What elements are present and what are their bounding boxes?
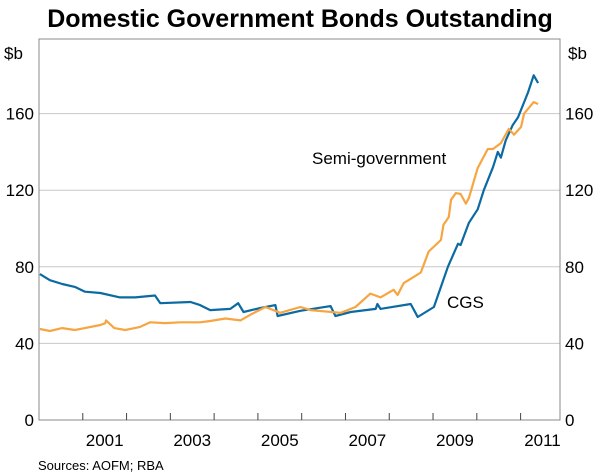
x-tick-label-2001: 2001 — [86, 431, 124, 450]
y-tick-label-right-160: 160 — [565, 105, 593, 124]
x-tick-label-2011: 2011 — [524, 431, 561, 450]
y-tick-label-right-120: 120 — [565, 181, 593, 200]
y-tick-label-left-160: 160 — [6, 105, 34, 124]
y-tick-label-right-0: 0 — [565, 411, 574, 430]
x-tick-label-2007: 2007 — [348, 431, 386, 450]
y-axis-label-left: $b — [4, 44, 23, 63]
y-axis-label-right: $b — [568, 44, 587, 63]
series-line-semi — [39, 101, 539, 333]
gridlines — [39, 113, 560, 344]
y-tick-label-right-80: 80 — [565, 258, 584, 277]
x-tick-label-2009: 2009 — [436, 431, 474, 450]
y-tick-label-right-40: 40 — [565, 334, 584, 353]
y-tick-label-left-40: 40 — [15, 334, 34, 353]
y-tick-label-left-0: 0 — [25, 411, 34, 430]
y-tick-label-left-120: 120 — [6, 181, 34, 200]
x-tick-label-2003: 2003 — [173, 431, 211, 450]
plot-frame — [38, 38, 561, 421]
chart-title: Domestic Government Bonds Outstanding — [47, 5, 553, 33]
series-line-cgs — [39, 74, 540, 319]
axis-ticks: 0 0 40 40 80 80 120 120 160 160 2001 2003 2005 2007 20… — [6, 105, 594, 450]
annotation-semi-government: Semi-government — [312, 149, 446, 168]
source-note: Sources: AOFM; RBA — [38, 458, 164, 473]
series-group — [39, 74, 540, 333]
y-tick-label-left-80: 80 — [15, 258, 34, 277]
annotation-cgs: CGS — [447, 293, 484, 312]
x-tick-label-2005: 2005 — [261, 431, 299, 450]
